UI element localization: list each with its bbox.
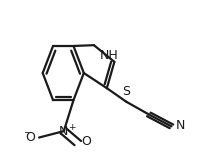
Text: −: − [24,127,31,136]
Text: N: N [59,125,68,138]
Text: +: + [68,123,76,132]
Text: S: S [122,85,130,98]
Text: NH: NH [99,49,118,62]
Text: O: O [25,131,35,144]
Text: O: O [82,135,92,148]
Text: N: N [176,119,185,132]
